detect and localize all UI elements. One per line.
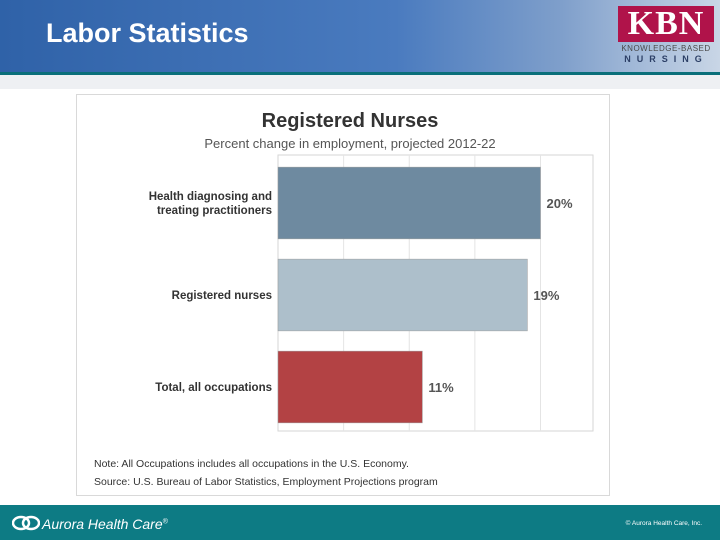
slide-title: Labor Statistics (46, 18, 249, 48)
category-label: Registered nurses (172, 290, 272, 302)
footer-brand-name: Aurora Health Care (42, 516, 163, 532)
chart-note: Note: All Occupations includes all occup… (94, 458, 409, 470)
bar-value-label: 11% (428, 380, 454, 395)
chart-title: Registered Nurses (262, 110, 439, 132)
kbn-logo-line1: KNOWLEDGE-BASED (621, 44, 711, 53)
chart-subtitle: Percent change in employment, projected … (204, 136, 495, 151)
chart: Registered Nurses Percent change in empl… (94, 110, 594, 488)
aurora-logo-icon (12, 515, 40, 531)
footer-brand-mark: ® (162, 518, 168, 526)
chart-source: Source: U.S. Bureau of Labor Statistics,… (94, 476, 438, 488)
footer-brand: Aurora Health Care® (42, 516, 168, 532)
kbn-logo-line2: NURSING (624, 54, 708, 64)
kbn-logo: KBN KNOWLEDGE-BASED NURSING (618, 6, 714, 66)
header-divider (0, 72, 720, 75)
chart-panel: Registered Nurses Percent change in empl… (76, 94, 610, 496)
footer-copyright: © Aurora Health Care, Inc. (625, 520, 702, 527)
bar (277, 166, 541, 240)
kbn-logo-mark: KBN (618, 6, 714, 42)
plot-area: 20% Health diagnosing and treating practit… (149, 154, 594, 432)
category-label: Health diagnosing and treating practition… (149, 191, 272, 217)
category-label: Total, all occupations (155, 382, 272, 394)
header-band: Labor Statistics KBN KNOWLEDGE-BASED NUR… (0, 0, 720, 72)
bar (277, 258, 528, 332)
bar-value-label: 19% (533, 288, 559, 303)
footer-band: Aurora Health Care® © Aurora Health Care… (0, 505, 720, 540)
bar-value-label: 20% (547, 196, 573, 211)
bar (277, 350, 423, 424)
header-shadow-band (0, 75, 720, 89)
